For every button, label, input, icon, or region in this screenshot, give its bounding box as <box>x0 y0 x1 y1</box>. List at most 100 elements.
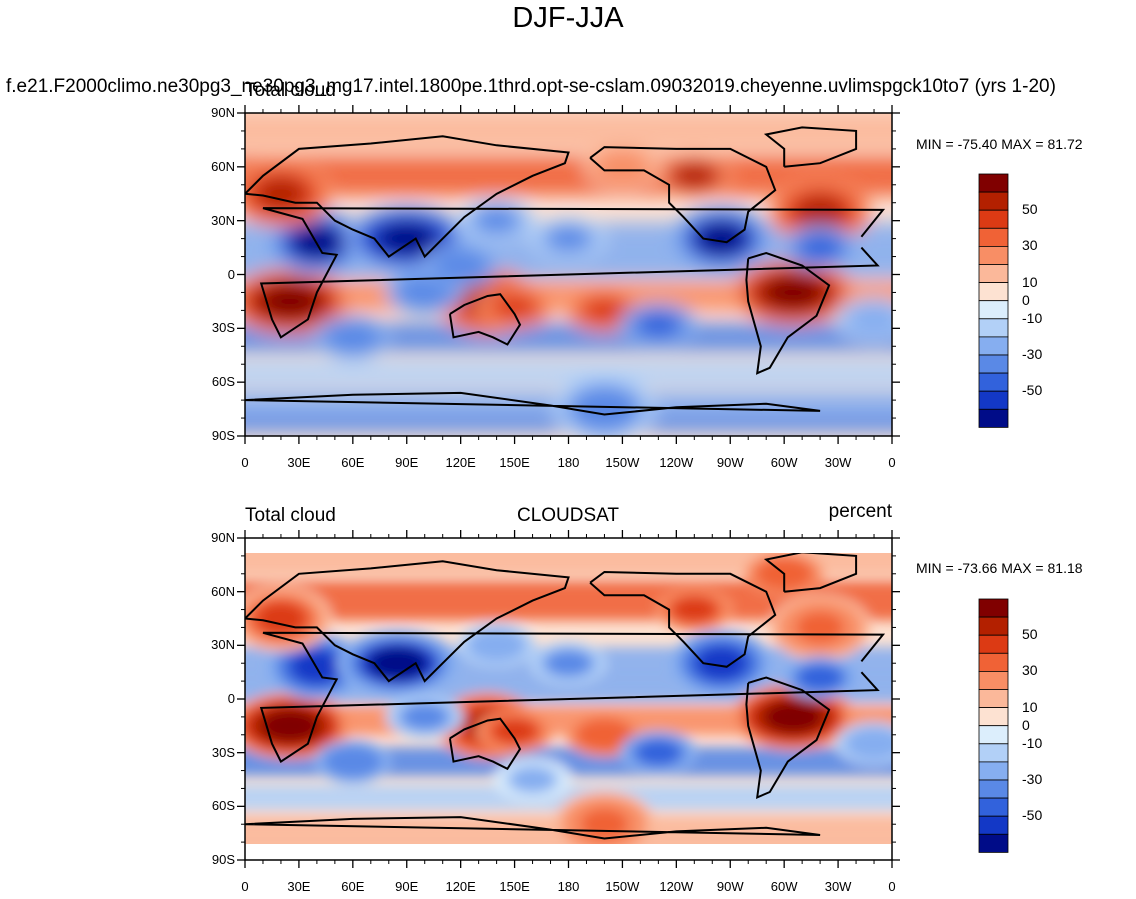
colorbar-label: -10 <box>1022 309 1043 326</box>
colorbar-label: 50 <box>1022 201 1038 218</box>
colorbar-swatch <box>978 652 1009 672</box>
colorbar-label: -10 <box>1022 734 1043 751</box>
anomaly-blob <box>852 307 892 332</box>
colorbar-swatch <box>978 634 1009 654</box>
lat-tick-label: 60N <box>211 158 235 174</box>
anomaly-blob <box>582 298 627 323</box>
lon-tick-label: 0 <box>241 879 249 894</box>
coastline-path <box>259 207 886 339</box>
figure-title: DJF-JJA <box>512 2 624 34</box>
lat-tick-label: 30N <box>211 212 235 228</box>
coastlines <box>245 553 886 840</box>
colorbar-label: 10 <box>1022 698 1038 715</box>
colorbar-swatch <box>978 616 1009 636</box>
colorbar-swatch <box>978 173 1009 193</box>
colorbar-label: -50 <box>1022 382 1043 399</box>
colorbar-swatch <box>978 227 1009 247</box>
coastline-path <box>448 293 522 346</box>
anomaly-blob <box>852 731 892 756</box>
colorbar-swatch <box>978 191 1009 211</box>
colorbar-swatch <box>978 264 1009 284</box>
lat-band <box>245 360 892 386</box>
anomaly-blob <box>546 651 591 676</box>
lon-tick-label: 60E <box>341 455 365 470</box>
coastline-path <box>763 553 858 593</box>
anomaly-blob <box>697 223 746 255</box>
panel2-right-label: percent <box>828 501 892 522</box>
lon-tick-label: 90W <box>716 455 744 470</box>
lon-tick-label: 30E <box>287 455 311 470</box>
colorbar-label: 0 <box>1022 291 1030 308</box>
anomaly-blob <box>764 701 822 733</box>
anomaly-blob <box>256 178 305 210</box>
anomaly-blob <box>261 285 319 318</box>
colorbar-swatch <box>978 707 1009 727</box>
lon-tick-label: 30E <box>287 879 311 894</box>
lat-tick-label: 0 <box>227 691 235 706</box>
anomaly-blob <box>796 196 845 228</box>
anomaly-blob <box>546 226 591 251</box>
coastline-path <box>589 570 777 668</box>
colorbar-swatch <box>978 354 1009 374</box>
anomaly-blob <box>798 235 842 260</box>
lon-tick-label: 120W <box>659 879 694 894</box>
anomaly-blob <box>697 647 746 679</box>
lon-tick-label: 90W <box>716 879 744 894</box>
panel2-map <box>244 537 893 861</box>
anomaly-blob <box>368 647 427 679</box>
anomaly-blob <box>475 208 519 233</box>
colorbars <box>978 173 1009 853</box>
lat-band <box>245 113 892 151</box>
colorbar-swatch <box>978 743 1009 763</box>
colorbar-swatch <box>978 372 1009 392</box>
lon-tick-label: 60W <box>770 455 798 470</box>
panel2-left-label: Total cloud <box>245 505 336 526</box>
coastlines <box>245 126 886 416</box>
lon-tick-label: 120W <box>659 455 694 470</box>
colorbar-swatch <box>978 671 1009 690</box>
anomaly-blob <box>256 602 305 635</box>
anomaly-blob <box>636 740 680 765</box>
lon-tick-label: 60E <box>341 879 365 894</box>
anomaly-blob <box>582 722 627 747</box>
colorbar-swatch <box>978 408 1009 428</box>
colorbar-swatch <box>978 779 1009 799</box>
lat-tick-label: 60S <box>211 798 235 814</box>
lat-tick-label: 30N <box>211 637 235 653</box>
anomaly-blob <box>672 597 716 622</box>
lat-tick-label: 90N <box>211 105 235 120</box>
coastline-path <box>245 135 570 259</box>
panel1-stats: MIN = -75.40 MAX = 81.72 <box>916 136 1083 152</box>
anomaly-blob <box>796 611 845 644</box>
panel2-stats: MIN = -73.66 MAX = 81.18 <box>916 560 1083 576</box>
colorbar-swatch <box>978 300 1009 320</box>
colorbar-swatch <box>978 318 1009 338</box>
anomaly-blob <box>764 276 822 309</box>
lon-tick-label: 0 <box>888 455 896 470</box>
colorbar-swatch <box>978 336 1009 356</box>
coastline-path <box>589 146 777 244</box>
lat-tick-label: 0 <box>227 266 235 282</box>
lon-tick-label: 90E <box>395 455 419 470</box>
colorbar-swatch <box>978 833 1009 853</box>
colorbar-label: 10 <box>1022 273 1038 290</box>
colorbar-label: 30 <box>1022 662 1038 679</box>
colorbar-swatch <box>978 797 1009 817</box>
colorbar-label: 50 <box>1022 626 1038 643</box>
colorbar-swatch <box>978 209 1009 229</box>
anomaly-blob <box>600 154 645 179</box>
anomaly-blob <box>636 312 680 337</box>
anomaly-blob <box>403 704 447 729</box>
axes <box>237 105 900 868</box>
anomaly-blob <box>475 633 519 658</box>
lon-tick-label: 90E <box>395 879 419 894</box>
lat-band <box>245 553 892 576</box>
lon-tick-label: 0 <box>241 455 249 470</box>
panel2-center-label: CLOUDSAT <box>516 505 620 526</box>
coastline-path <box>245 560 570 683</box>
lat-tick-label: 60S <box>211 374 235 390</box>
panel1-left-label: Total cloud <box>245 80 336 101</box>
colorbar-swatch <box>978 761 1009 781</box>
colorbar-label: -50 <box>1022 807 1043 824</box>
anomaly-blob <box>580 393 629 425</box>
